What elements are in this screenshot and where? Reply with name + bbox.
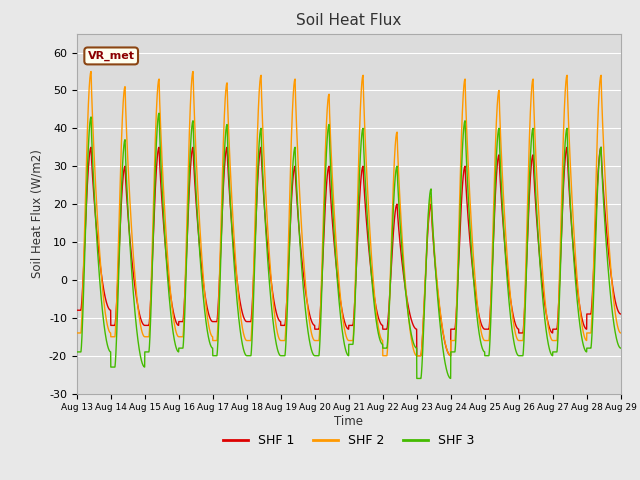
Title: Soil Heat Flux: Soil Heat Flux xyxy=(296,13,401,28)
X-axis label: Time: Time xyxy=(334,415,364,428)
Y-axis label: Soil Heat Flux (W/m2): Soil Heat Flux (W/m2) xyxy=(30,149,44,278)
Text: VR_met: VR_met xyxy=(88,51,134,61)
Legend: SHF 1, SHF 2, SHF 3: SHF 1, SHF 2, SHF 3 xyxy=(218,429,479,452)
